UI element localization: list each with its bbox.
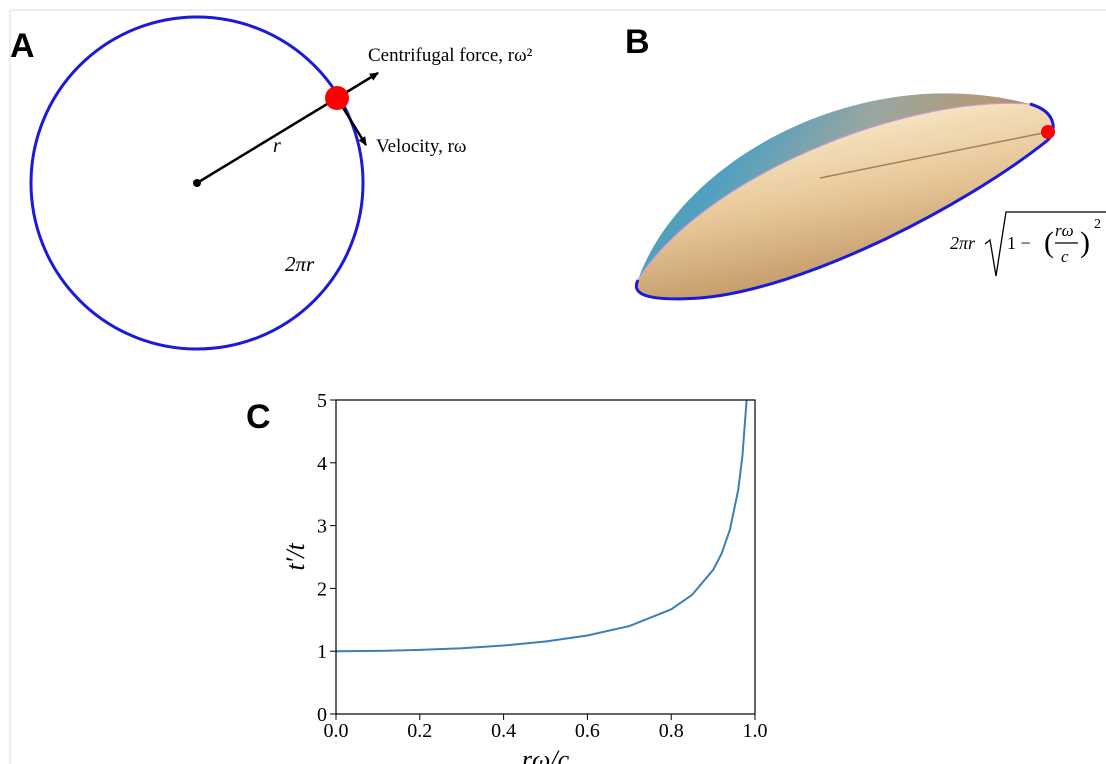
y-tick-label: 5	[317, 390, 327, 412]
plot-frame	[335, 399, 756, 715]
panel-label: B	[625, 23, 650, 61]
y-tick-label: 1	[317, 641, 327, 663]
x-axis-label: rω/c	[522, 745, 570, 764]
x-tick-label: 1.0	[743, 720, 768, 742]
velocity-label: Velocity, rω	[376, 136, 466, 157]
radius	[196, 96, 338, 185]
ridge	[637, 102, 1031, 281]
formula-numerator: rω	[1055, 221, 1074, 240]
panel-label: C	[246, 398, 271, 436]
y-tick-label: 2	[317, 578, 327, 600]
circumference-label: 2πr	[285, 252, 315, 276]
x-tick-label: 0.2	[407, 720, 432, 742]
formula-one-minus: 1 −	[1007, 233, 1031, 253]
mass	[325, 86, 349, 110]
radius	[819, 131, 1049, 179]
y-tick-label: 3	[317, 516, 327, 538]
formula-denominator: c	[1061, 247, 1069, 266]
y-tick-label: 0	[317, 704, 327, 726]
formula-exponent: 2	[1094, 217, 1101, 232]
x-tick-label: 0.0	[324, 720, 349, 742]
sqrt-sign	[984, 211, 1106, 277]
orbit	[29, 15, 365, 351]
formula-prefix: 2πr	[950, 233, 976, 253]
curve	[335, 399, 748, 653]
y-tick-label: 4	[317, 453, 327, 475]
radius-label: r	[273, 135, 281, 157]
panel-label: A	[10, 27, 35, 65]
x-tick-label: 0.4	[491, 720, 516, 742]
x-tick-label: 0.8	[659, 720, 684, 742]
center	[193, 179, 201, 187]
force-label: Centrifugal force, rω²	[368, 45, 533, 66]
y-axis-label: t′/t	[281, 543, 310, 571]
line-chart: 0 1 2 3 4 5 0.0 0.2 0.4 0.6 0.8 1.0 rω/c t′/t	[281, 390, 768, 764]
x-tick-label: 0.6	[575, 720, 600, 742]
paren: (	[1044, 226, 1054, 259]
mass	[1041, 125, 1055, 139]
paren: )	[1080, 226, 1090, 259]
